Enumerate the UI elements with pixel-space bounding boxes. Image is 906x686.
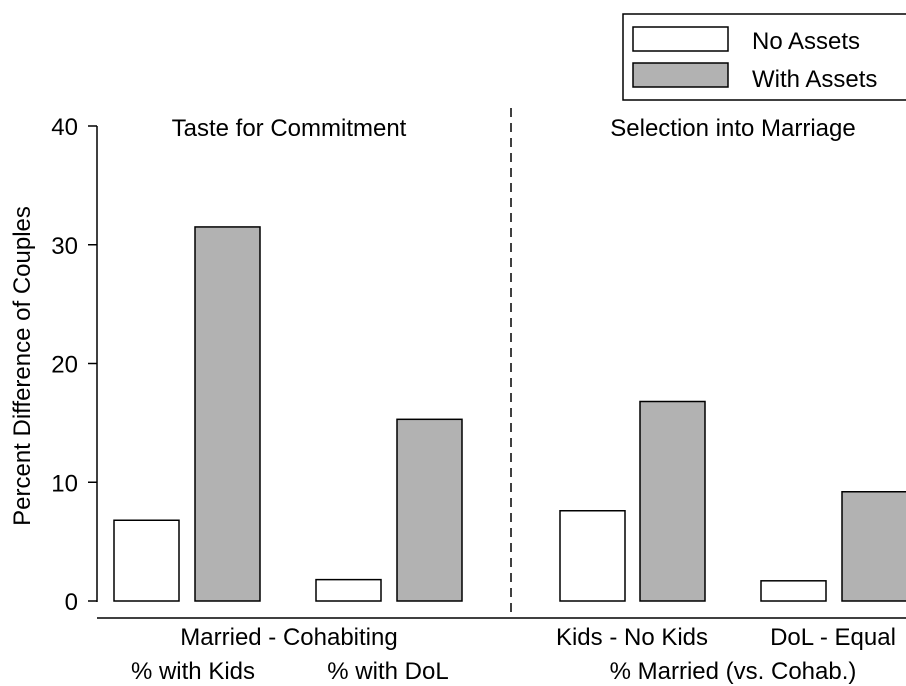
bar-no-assets-2 [315, 578, 382, 602]
y-tick-label: 0 [65, 589, 78, 616]
y-ticks: 0 10 20 30 40 [51, 114, 97, 616]
bar-no-assets-1 [113, 519, 180, 602]
y-tick-label: 20 [51, 352, 78, 379]
bar-with-assets-3 [639, 400, 706, 602]
bar-no-assets-4 [760, 580, 827, 602]
category-label-dol-equal: DoL - Equal [770, 624, 896, 651]
legend: No Assets With Assets [622, 13, 906, 101]
legend-label-with-assets: With Assets [752, 66, 877, 93]
legend-swatch-with-assets [632, 62, 729, 88]
y-axis-label: Percent Difference of Couples [9, 206, 36, 526]
bars [113, 226, 906, 602]
bar-with-assets-2 [396, 418, 463, 602]
bar-with-assets-1 [194, 226, 261, 602]
panel-title-selection-into-marriage: Selection into Marriage [610, 115, 855, 142]
category-label-kids-no-kids: Kids - No Kids [556, 624, 708, 651]
group-label-married-vs-cohab: % Married (vs. Cohab.) [610, 658, 857, 685]
category-label-with-kids: % with Kids [131, 658, 255, 685]
group-label-married-cohabiting: Married - Cohabiting [180, 624, 397, 651]
category-label-with-dol: % with DoL [327, 658, 448, 685]
legend-swatch-no-assets [632, 26, 729, 52]
y-tick-label: 10 [51, 470, 78, 497]
y-tick-label: 40 [51, 114, 78, 141]
bar-no-assets-3 [559, 510, 626, 602]
y-tick-label: 30 [51, 233, 78, 260]
panel-title-taste-for-commitment: Taste for Commitment [172, 115, 407, 142]
bar-with-assets-4 [841, 491, 906, 602]
legend-label-no-assets: No Assets [752, 28, 860, 55]
